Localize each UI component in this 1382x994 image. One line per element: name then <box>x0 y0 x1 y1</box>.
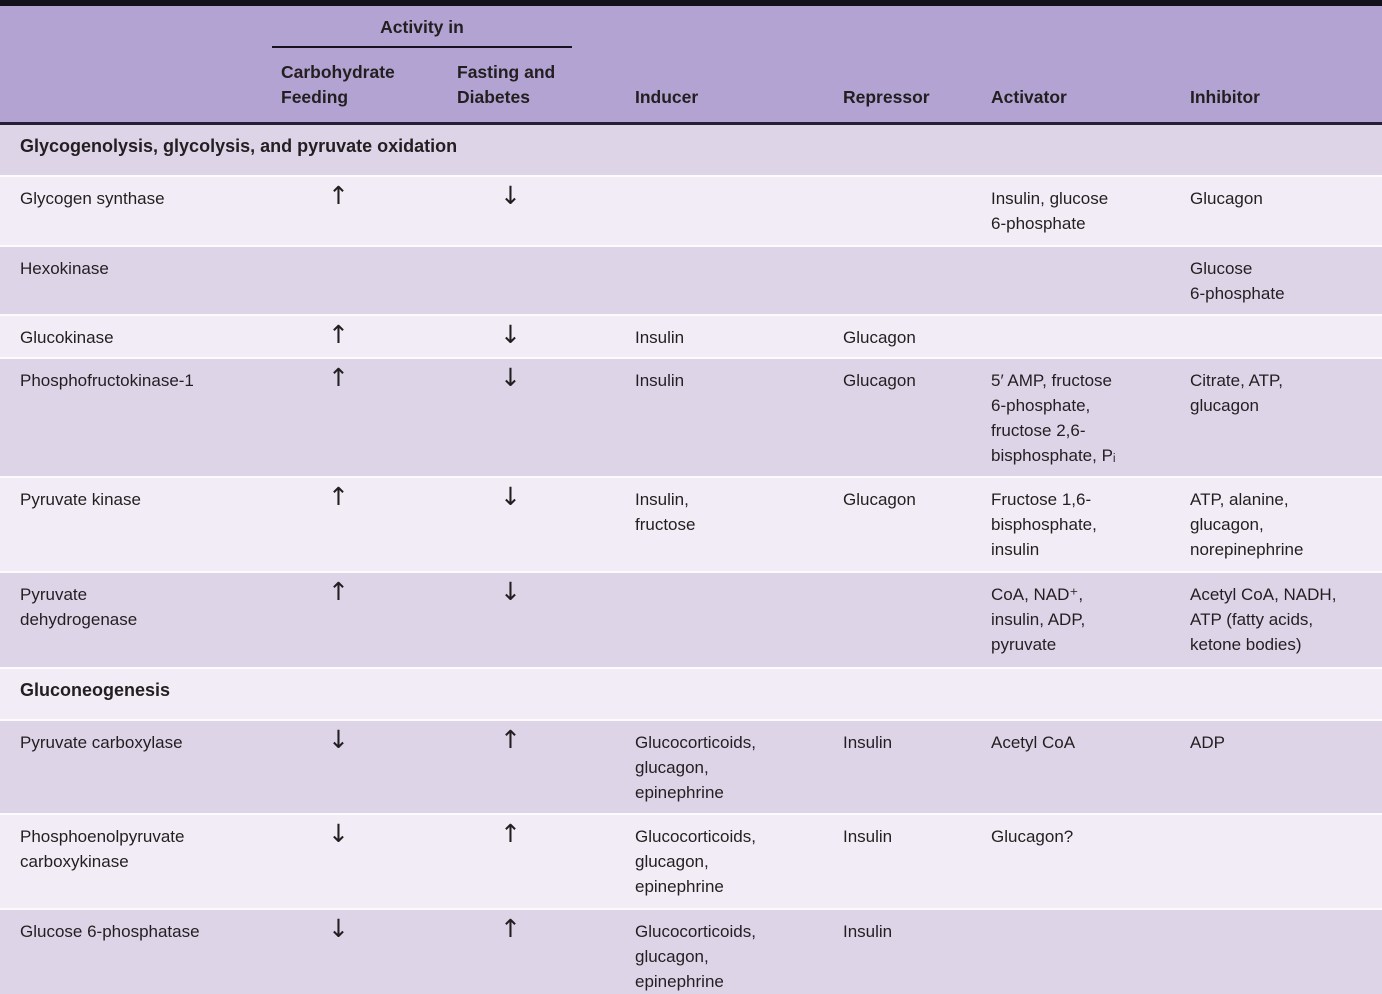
activator-cell: Acetyl CoA <box>991 733 1076 752</box>
enzyme-name: Pyruvate dehydrogenase <box>20 585 138 629</box>
inducer-cell: Insulin <box>635 328 685 347</box>
carbohydrate-feeding-arrow: ↑ <box>328 320 349 349</box>
inducer-cell: Insulin, fructose <box>635 490 696 534</box>
table-row: Pyruvate kinase ↑ ↓ Insulin, fructose Gl… <box>0 478 1382 573</box>
activity-sub-columns: Carbohydrate Feeding Fasting and Diabete… <box>270 60 620 110</box>
column-header-inhibitor: Inhibitor <box>1190 87 1260 107</box>
table-row: Pyruvate dehydrogenase ↑ ↓ CoA, NAD⁺, in… <box>0 573 1382 669</box>
inhibitor-cell: ATP, alanine, glucagon, norepinephrine <box>1190 490 1304 559</box>
repressor-cell <box>830 177 980 245</box>
column-header-fasting-diabetes: Fasting and Diabetes <box>457 62 556 107</box>
repressor-cell: Glucagon <box>843 328 916 347</box>
fasting-diabetes-arrow: ↑ <box>500 914 521 943</box>
carbohydrate-feeding-arrow: ↑ <box>328 482 349 511</box>
carbohydrate-feeding-arrow: ↑ <box>328 181 349 210</box>
enzyme-name: Glucokinase <box>20 328 114 347</box>
repressor-cell: Glucagon <box>843 490 916 509</box>
table-row: Glucokinase ↑ ↓ Insulin Glucagon <box>0 316 1382 359</box>
fasting-diabetes-arrow: ↓ <box>500 363 521 392</box>
activator-cell <box>980 910 1180 994</box>
inducer-cell: Glucocorticoids, glucagon, epinephrine <box>635 827 756 896</box>
table-row: Glycogen synthase ↑ ↓ Insulin, glucose 6… <box>0 177 1382 247</box>
fasting-diabetes-arrow: ↓ <box>500 181 521 210</box>
activity-in-label: Activity in <box>380 17 464 37</box>
column-header-inducer: Inducer <box>635 87 699 107</box>
enzyme-name: Hexokinase <box>20 259 109 278</box>
inhibitor-cell: ADP <box>1190 733 1225 752</box>
repressor-cell <box>830 573 980 667</box>
fasting-diabetes-arrow: ↓ <box>500 577 521 606</box>
fasting-diabetes-arrow <box>440 247 620 314</box>
carbohydrate-feeding-arrow: ↓ <box>328 725 349 754</box>
table-row: Phosphoenolpyruvate carboxykinase ↓ ↑ Gl… <box>0 815 1382 910</box>
activator-cell: CoA, NAD⁺, insulin, ADP, pyruvate <box>991 585 1086 654</box>
repressor-cell: Glucagon <box>843 371 916 390</box>
section-header-gluconeogenesis: Gluconeogenesis <box>0 669 1382 721</box>
column-header-activator: Activator <box>991 87 1067 107</box>
section-header-glycogenolysis: Glycogenolysis, glycolysis, and pyruvate… <box>0 125 1382 177</box>
carbohydrate-feeding-arrow: ↓ <box>328 914 349 943</box>
carbohydrate-feeding-arrow: ↓ <box>328 819 349 848</box>
enzyme-name: Phosphofructokinase-1 <box>20 371 194 390</box>
column-header-repressor: Repressor <box>843 87 930 107</box>
enzyme-name: Pyruvate kinase <box>20 490 141 509</box>
inducer-cell <box>620 247 830 314</box>
table-row: Hexokinase Glucose 6-phosphate <box>0 247 1382 316</box>
repressor-cell <box>830 247 980 314</box>
carbohydrate-feeding-arrow: ↑ <box>328 363 349 392</box>
inhibitor-cell <box>1180 815 1382 908</box>
enzyme-name: Glucose 6-phosphatase <box>20 922 200 941</box>
header-spacer <box>0 6 270 122</box>
column-header-carbohydrate-feeding: Carbohydrate Feeding <box>281 62 395 107</box>
inhibitor-cell: Glucagon <box>1190 189 1263 208</box>
activator-cell <box>980 247 1180 314</box>
repressor-cell: Insulin <box>843 922 893 941</box>
activator-cell <box>980 316 1180 357</box>
inducer-cell: Insulin <box>635 371 685 390</box>
inhibitor-cell: Acetyl CoA, NADH, ATP (fatty acids, keto… <box>1190 585 1337 654</box>
repressor-cell: Insulin <box>843 733 893 752</box>
fasting-diabetes-arrow: ↑ <box>500 819 521 848</box>
carbohydrate-feeding-arrow <box>270 247 440 314</box>
activity-in-rule <box>272 46 572 48</box>
enzyme-name: Phosphoenolpyruvate carboxykinase <box>20 827 185 871</box>
table-row: Glucose 6-phosphatase ↓ ↑ Glucocorticoid… <box>0 910 1382 994</box>
fasting-diabetes-arrow: ↓ <box>500 320 521 349</box>
activator-cell: 5′ AMP, fructose 6-phosphate, fructose 2… <box>991 371 1116 465</box>
repressor-cell: Insulin <box>843 827 893 846</box>
enzyme-name: Pyruvate carboxylase <box>20 733 183 752</box>
carbohydrate-feeding-arrow: ↑ <box>328 577 349 606</box>
activator-cell: Fructose 1,6- bisphosphate, insulin <box>991 490 1097 559</box>
fasting-diabetes-arrow: ↑ <box>500 725 521 754</box>
inducer-cell: Glucocorticoids, glucagon, epinephrine <box>635 922 756 991</box>
inhibitor-cell <box>1180 910 1382 994</box>
inhibitor-cell: Glucose 6-phosphate <box>1190 259 1285 303</box>
table-header: Activity in Carbohydrate Feeding Fasting… <box>0 6 1382 125</box>
table-row: Phosphofructokinase-1 ↑ ↓ Insulin Glucag… <box>0 359 1382 478</box>
activity-in-group: Activity in Carbohydrate Feeding Fasting… <box>270 6 620 122</box>
inhibitor-cell: Citrate, ATP, glucagon <box>1190 371 1283 415</box>
table-row: Pyruvate carboxylase ↓ ↑ Glucocorticoids… <box>0 721 1382 815</box>
fasting-diabetes-arrow: ↓ <box>500 482 521 511</box>
top-border <box>0 0 1382 6</box>
enzyme-name: Glycogen synthase <box>20 189 165 208</box>
activator-cell: Insulin, glucose 6-phosphate <box>991 189 1109 233</box>
inducer-cell: Glucocorticoids, glucagon, epinephrine <box>635 733 756 802</box>
inhibitor-cell <box>1180 316 1382 357</box>
inducer-cell <box>620 177 830 245</box>
inducer-cell <box>620 573 830 667</box>
activator-cell: Glucagon? <box>991 827 1074 846</box>
